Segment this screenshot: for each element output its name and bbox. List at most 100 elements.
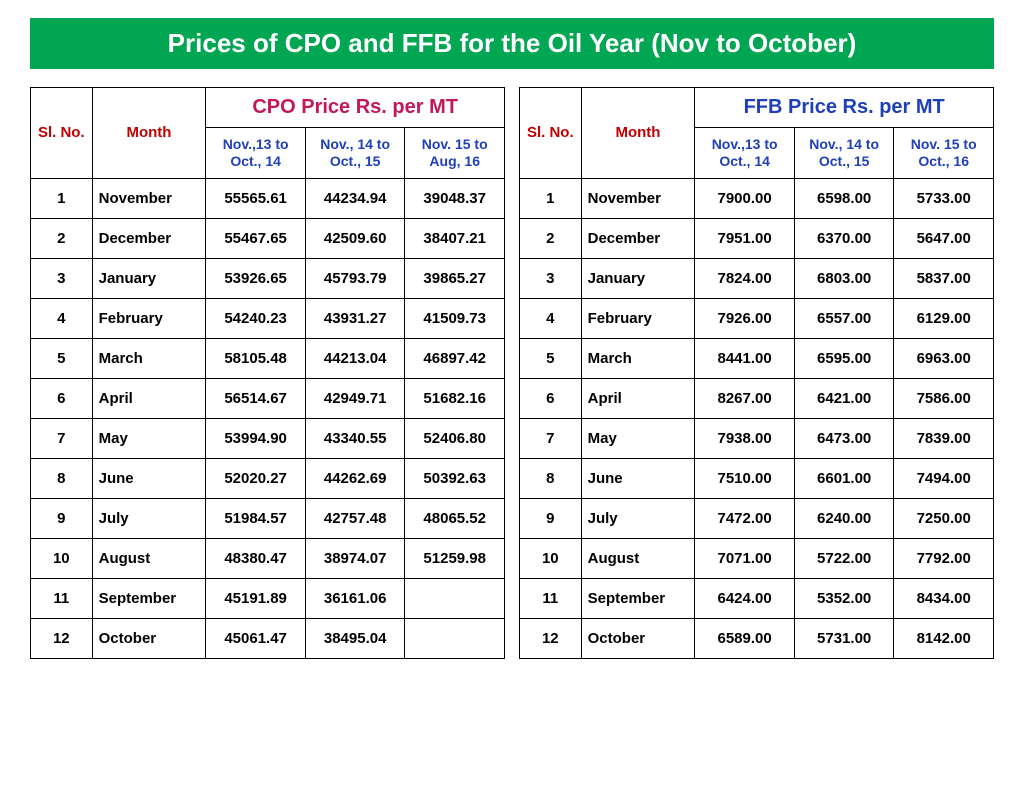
ffb-header-month: Month — [581, 88, 695, 179]
ffb-month-4: March — [581, 338, 695, 378]
cpo-val-7-2: 50392.63 — [405, 458, 505, 498]
cpo-val-4-1: 44213.04 — [305, 338, 405, 378]
cpo-val-3-0: 54240.23 — [206, 298, 306, 338]
cpo-val-1-2: 38407.21 — [405, 218, 505, 258]
cpo-month-11: October — [92, 618, 206, 658]
ffb-val-11-0: 6589.00 — [695, 618, 795, 658]
ffb-month-10: September — [581, 578, 695, 618]
ffb-period-1: Nov., 14 to Oct., 15 — [794, 128, 894, 179]
table-row: 5March8441.006595.006963.00 — [520, 338, 994, 378]
table-row: 6April8267.006421.007586.00 — [520, 378, 994, 418]
cpo-val-0-2: 39048.37 — [405, 178, 505, 218]
ffb-month-11: October — [581, 618, 695, 658]
ffb-val-7-0: 7510.00 — [695, 458, 795, 498]
ffb-val-4-2: 6963.00 — [894, 338, 994, 378]
table-row: 8June52020.2744262.6950392.63 — [31, 458, 505, 498]
table-row: 11September6424.005352.008434.00 — [520, 578, 994, 618]
table-row: 1November55565.6144234.9439048.37 — [31, 178, 505, 218]
table-row: 8June7510.006601.007494.00 — [520, 458, 994, 498]
ffb-val-11-2: 8142.00 — [894, 618, 994, 658]
ffb-val-2-2: 5837.00 — [894, 258, 994, 298]
ffb-val-6-1: 6473.00 — [794, 418, 894, 458]
cpo-val-2-1: 45793.79 — [305, 258, 405, 298]
ffb-table: Sl. No. Month FFB Price Rs. per MT Nov.,… — [519, 87, 994, 659]
table-row: 4February54240.2343931.2741509.73 — [31, 298, 505, 338]
cpo-val-0-0: 55565.61 — [206, 178, 306, 218]
cpo-sl-2: 3 — [31, 258, 93, 298]
cpo-sl-8: 9 — [31, 498, 93, 538]
cpo-month-0: November — [92, 178, 206, 218]
ffb-sl-9: 10 — [520, 538, 582, 578]
cpo-val-6-2: 52406.80 — [405, 418, 505, 458]
ffb-val-7-2: 7494.00 — [894, 458, 994, 498]
cpo-period-0: Nov.,13 to Oct., 14 — [206, 128, 306, 179]
cpo-month-10: September — [92, 578, 206, 618]
ffb-sl-8: 9 — [520, 498, 582, 538]
ffb-val-8-0: 7472.00 — [695, 498, 795, 538]
ffb-sl-10: 11 — [520, 578, 582, 618]
cpo-val-11-1: 38495.04 — [305, 618, 405, 658]
ffb-header-main: FFB Price Rs. per MT — [695, 88, 994, 128]
ffb-month-6: May — [581, 418, 695, 458]
cpo-val-4-2: 46897.42 — [405, 338, 505, 378]
cpo-month-3: February — [92, 298, 206, 338]
cpo-val-0-1: 44234.94 — [305, 178, 405, 218]
ffb-val-10-2: 8434.00 — [894, 578, 994, 618]
ffb-sl-2: 3 — [520, 258, 582, 298]
table-row: 6April56514.6742949.7151682.16 — [31, 378, 505, 418]
cpo-val-10-0: 45191.89 — [206, 578, 306, 618]
cpo-val-4-0: 58105.48 — [206, 338, 306, 378]
ffb-month-0: November — [581, 178, 695, 218]
cpo-sl-4: 5 — [31, 338, 93, 378]
ffb-val-1-1: 6370.00 — [794, 218, 894, 258]
table-row: 7May53994.9043340.5552406.80 — [31, 418, 505, 458]
cpo-val-7-0: 52020.27 — [206, 458, 306, 498]
ffb-sl-3: 4 — [520, 298, 582, 338]
table-row: 9July7472.006240.007250.00 — [520, 498, 994, 538]
cpo-val-1-0: 55467.65 — [206, 218, 306, 258]
cpo-val-3-2: 41509.73 — [405, 298, 505, 338]
ffb-month-2: January — [581, 258, 695, 298]
table-row: 10August7071.005722.007792.00 — [520, 538, 994, 578]
ffb-sl-11: 12 — [520, 618, 582, 658]
ffb-val-3-0: 7926.00 — [695, 298, 795, 338]
cpo-month-8: July — [92, 498, 206, 538]
ffb-val-5-2: 7586.00 — [894, 378, 994, 418]
cpo-val-5-1: 42949.71 — [305, 378, 405, 418]
ffb-month-1: December — [581, 218, 695, 258]
cpo-sl-10: 11 — [31, 578, 93, 618]
cpo-month-2: January — [92, 258, 206, 298]
ffb-val-9-1: 5722.00 — [794, 538, 894, 578]
table-row: 10August48380.4738974.0751259.98 — [31, 538, 505, 578]
ffb-month-3: February — [581, 298, 695, 338]
ffb-val-1-2: 5647.00 — [894, 218, 994, 258]
table-row: 12October45061.4738495.04 — [31, 618, 505, 658]
cpo-sl-5: 6 — [31, 378, 93, 418]
cpo-header-main: CPO Price Rs. per MT — [206, 88, 505, 128]
ffb-header-slno: Sl. No. — [520, 88, 582, 179]
ffb-val-9-2: 7792.00 — [894, 538, 994, 578]
table-row: 7May7938.006473.007839.00 — [520, 418, 994, 458]
ffb-val-4-1: 6595.00 — [794, 338, 894, 378]
cpo-val-2-2: 39865.27 — [405, 258, 505, 298]
table-row: 11September45191.8936161.06 — [31, 578, 505, 618]
cpo-val-7-1: 44262.69 — [305, 458, 405, 498]
cpo-sl-11: 12 — [31, 618, 93, 658]
cpo-period-2: Nov. 15 to Aug, 16 — [405, 128, 505, 179]
cpo-val-9-2: 51259.98 — [405, 538, 505, 578]
ffb-val-3-1: 6557.00 — [794, 298, 894, 338]
cpo-table: Sl. No. Month CPO Price Rs. per MT Nov.,… — [30, 87, 505, 659]
ffb-val-0-0: 7900.00 — [695, 178, 795, 218]
ffb-val-5-1: 6421.00 — [794, 378, 894, 418]
ffb-val-5-0: 8267.00 — [695, 378, 795, 418]
ffb-month-9: August — [581, 538, 695, 578]
ffb-month-7: June — [581, 458, 695, 498]
ffb-val-0-1: 6598.00 — [794, 178, 894, 218]
cpo-val-9-1: 38974.07 — [305, 538, 405, 578]
ffb-period-2: Nov. 15 to Oct., 16 — [894, 128, 994, 179]
ffb-val-2-0: 7824.00 — [695, 258, 795, 298]
table-row: 9July51984.5742757.4848065.52 — [31, 498, 505, 538]
ffb-month-5: April — [581, 378, 695, 418]
cpo-val-10-1: 36161.06 — [305, 578, 405, 618]
cpo-val-8-0: 51984.57 — [206, 498, 306, 538]
